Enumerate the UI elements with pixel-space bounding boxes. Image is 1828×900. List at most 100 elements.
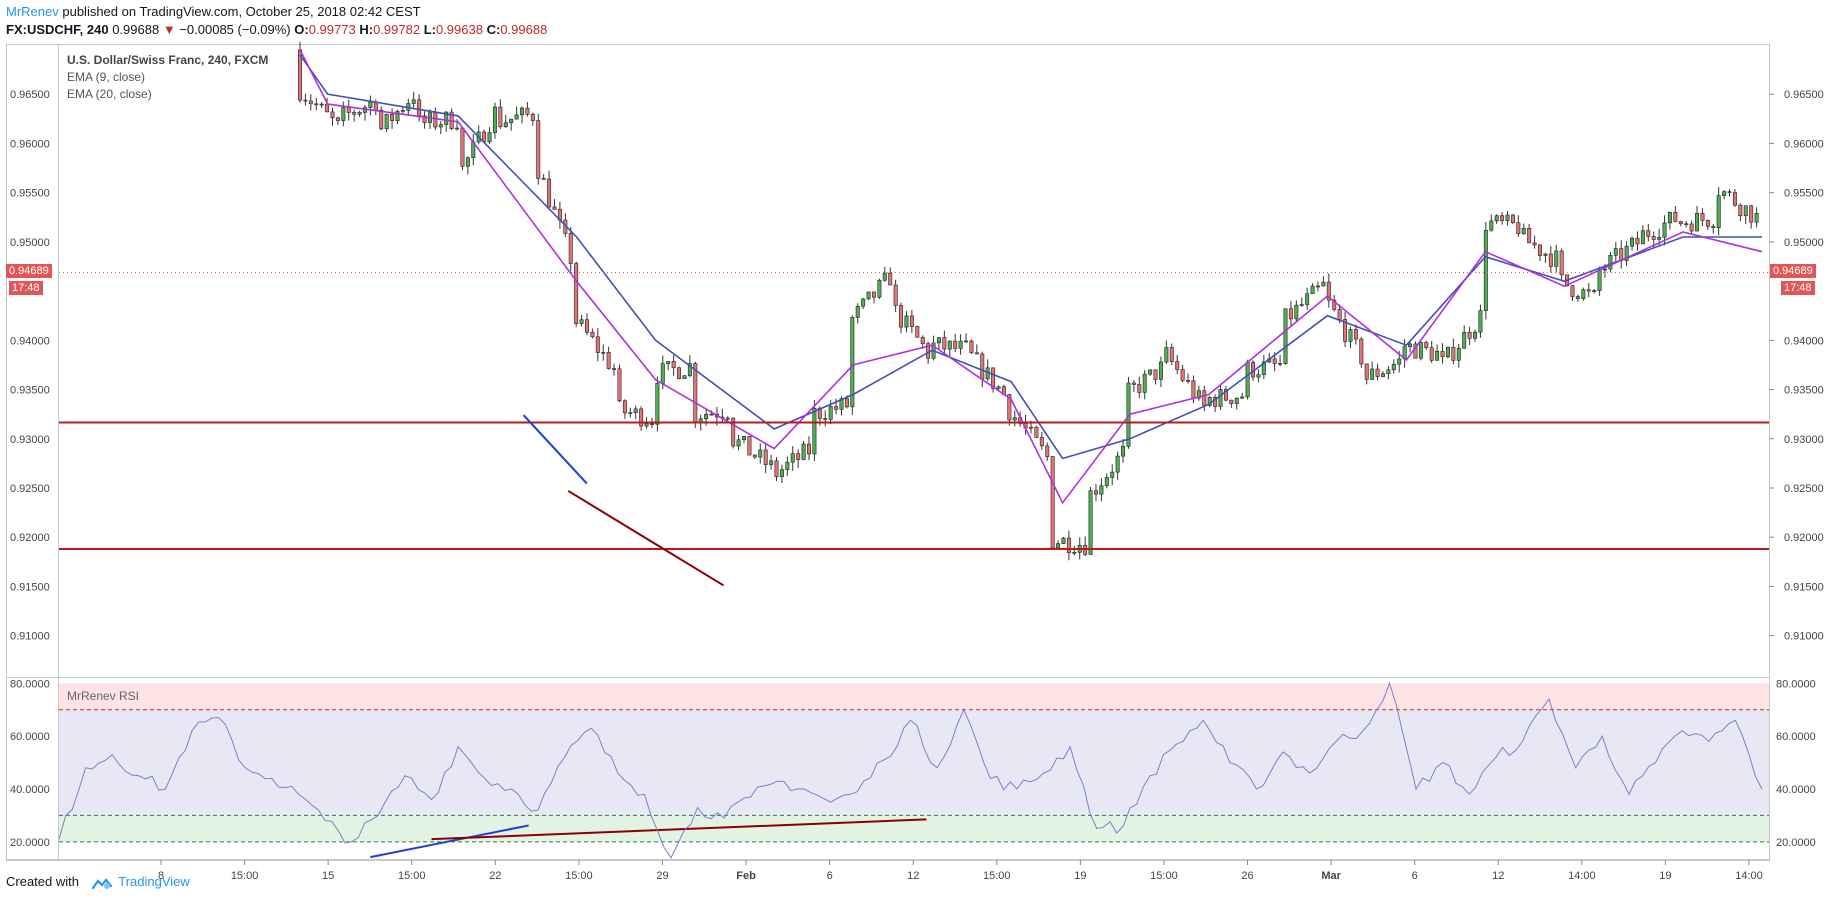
candle-body bbox=[774, 460, 779, 477]
time-tick-label: 19 bbox=[1074, 870, 1086, 882]
candle-body bbox=[671, 361, 676, 369]
candle-body bbox=[1705, 220, 1710, 227]
candle-body bbox=[682, 375, 687, 379]
candle-body bbox=[861, 298, 866, 307]
candle-body bbox=[758, 449, 763, 458]
candle-body bbox=[633, 408, 638, 413]
candle-body bbox=[1667, 211, 1672, 224]
candle-body bbox=[492, 106, 497, 133]
rsi-bands bbox=[59, 683, 1769, 843]
ema20-line bbox=[299, 54, 1762, 460]
candle-body bbox=[1478, 310, 1483, 333]
candle-body bbox=[1029, 426, 1033, 429]
candle-body bbox=[1272, 358, 1277, 364]
countdown-badge-left: 17:48 bbox=[9, 280, 43, 295]
candle-body bbox=[1115, 455, 1120, 473]
candle-body bbox=[1462, 331, 1467, 349]
candle-body bbox=[487, 132, 492, 143]
candle-body bbox=[1164, 347, 1169, 363]
candle-body bbox=[790, 453, 795, 463]
candle-body bbox=[698, 418, 703, 423]
candle-body bbox=[1061, 537, 1066, 544]
candle-body bbox=[666, 361, 671, 364]
candle-body bbox=[1554, 250, 1559, 267]
tradingview-link[interactable]: TradingView bbox=[118, 874, 190, 889]
candle-body bbox=[834, 406, 839, 410]
candle-body bbox=[677, 367, 682, 379]
candle-body bbox=[308, 100, 313, 105]
created-with-text: Created with bbox=[6, 874, 79, 889]
close-label: C: bbox=[486, 22, 501, 37]
candle-body bbox=[1191, 380, 1196, 399]
candle-body bbox=[357, 112, 362, 115]
candle-body bbox=[980, 353, 985, 380]
ema9-line bbox=[299, 49, 1763, 505]
candle-body bbox=[888, 272, 893, 286]
legend-ema20[interactable]: EMA (20, close) bbox=[67, 87, 152, 101]
price-tick-label-right: 0.96500 bbox=[1784, 89, 1824, 101]
candle-body bbox=[1695, 212, 1700, 232]
candle-body bbox=[1754, 213, 1759, 223]
price-tick-label-left: 0.93500 bbox=[10, 385, 50, 397]
candle-body bbox=[828, 406, 833, 420]
candle-body bbox=[1451, 346, 1456, 361]
candle-body bbox=[1099, 485, 1104, 495]
candle-body bbox=[812, 408, 817, 455]
candle-body bbox=[1429, 347, 1434, 361]
author-link[interactable]: MrRenev bbox=[6, 4, 59, 19]
candle-body bbox=[996, 386, 1001, 389]
candle-body bbox=[1397, 358, 1402, 365]
published-text: published on TradingView.com, October 25… bbox=[58, 4, 421, 19]
rsi-trend-line-2 bbox=[431, 818, 927, 841]
price-tick-label-left: 0.94000 bbox=[10, 335, 50, 347]
candle-body bbox=[953, 340, 958, 349]
candle-body bbox=[1223, 389, 1228, 401]
candle-body bbox=[628, 412, 633, 414]
candle-body bbox=[579, 319, 584, 324]
candle-body bbox=[541, 178, 546, 180]
tradingview-logo-icon[interactable] bbox=[91, 877, 112, 889]
rsi-title[interactable]: MrRenev RSI bbox=[67, 689, 140, 703]
price-tick-label-left: 0.95000 bbox=[10, 237, 50, 249]
candle-body bbox=[1722, 191, 1727, 196]
candle-body bbox=[1473, 331, 1477, 339]
header: MrRenev published on TradingView.com, Oc… bbox=[6, 3, 547, 39]
candle-body bbox=[1483, 229, 1488, 311]
candle-body bbox=[1234, 397, 1239, 404]
candle-body bbox=[807, 443, 811, 455]
rsi-overbought-band bbox=[59, 683, 1769, 710]
open-label: O: bbox=[294, 22, 309, 37]
candle-body bbox=[1121, 445, 1126, 457]
candle-body bbox=[1370, 368, 1375, 380]
candle-body bbox=[779, 469, 784, 477]
candle-body bbox=[1592, 290, 1597, 292]
time-tick-label: 8 bbox=[158, 870, 164, 882]
candle-body bbox=[823, 418, 828, 420]
candle-body bbox=[1608, 255, 1613, 270]
drawings[interactable] bbox=[59, 272, 1769, 859]
legend-ema9[interactable]: EMA (9, close) bbox=[67, 70, 146, 84]
rsi-line bbox=[58, 681, 1763, 859]
candle-body bbox=[1711, 226, 1716, 228]
legend-title: U.S. Dollar/Swiss Franc, 240, FXCM bbox=[67, 53, 269, 67]
candle-body bbox=[1088, 490, 1093, 555]
candle-body bbox=[1456, 348, 1461, 361]
candle-body bbox=[1581, 289, 1586, 299]
candle-body bbox=[1435, 350, 1440, 361]
candle-body bbox=[785, 461, 790, 470]
candle-body bbox=[1196, 390, 1201, 399]
candle-body bbox=[536, 120, 541, 179]
candle-body bbox=[1375, 368, 1380, 377]
time-tick-label: 15 bbox=[322, 870, 334, 882]
candle-body bbox=[1602, 268, 1607, 271]
footer: Created with TradingView bbox=[6, 874, 190, 889]
down-arrow-icon: ▼ bbox=[162, 22, 176, 37]
candle-body bbox=[1045, 445, 1050, 457]
price-tick-label-right: 0.93500 bbox=[1784, 385, 1824, 397]
rsi-tick-label-right: 40.0000 bbox=[1776, 784, 1816, 796]
candle-body bbox=[1343, 319, 1348, 342]
candle-body bbox=[601, 352, 606, 354]
candle-body bbox=[612, 368, 617, 370]
price-tick-label-right: 0.91500 bbox=[1784, 581, 1824, 593]
